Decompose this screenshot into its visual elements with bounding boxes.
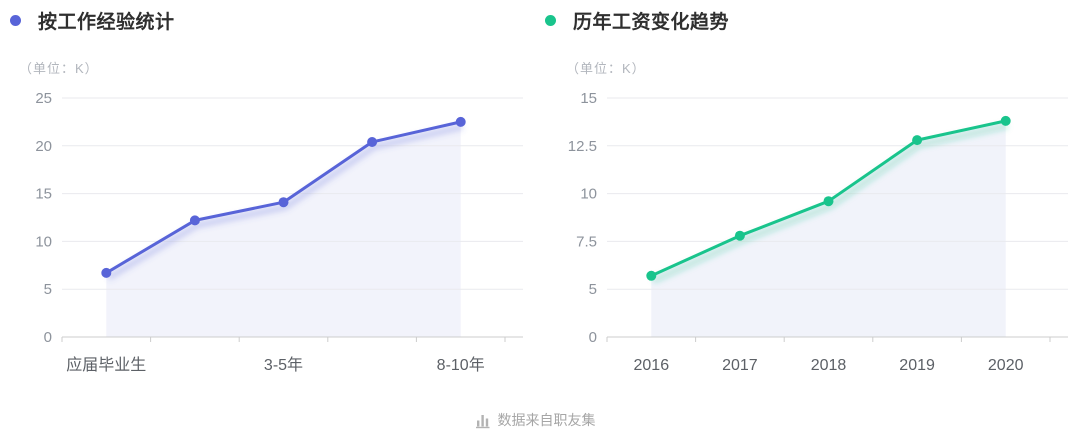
svg-text:3-5年: 3-5年 <box>264 356 303 374</box>
svg-text:0: 0 <box>44 329 52 346</box>
yearly-trend-chart-card: 历年工资变化趋势 （单位：K） 0 5 7.5 10 12.5 15 2016 2017 201… <box>535 0 1070 404</box>
svg-text:2019: 2019 <box>899 357 935 374</box>
svg-text:7.5: 7.5 <box>576 233 597 250</box>
svg-text:10: 10 <box>580 186 597 203</box>
svg-text:2020: 2020 <box>988 357 1024 374</box>
yearly-trend-line-chart[interactable]: 0 5 7.5 10 12.5 15 2016 2017 2018 2019 2020 <box>545 84 1070 384</box>
footer-source-text: 数据来自职友集 <box>497 412 596 428</box>
yearly-trend-chart-title: 历年工资变化趋势 <box>573 12 730 33</box>
legend-dot-icon <box>10 15 21 26</box>
svg-text:2016: 2016 <box>634 357 670 374</box>
svg-text:10: 10 <box>35 233 52 250</box>
legend-dot-icon <box>545 15 556 26</box>
svg-text:2017: 2017 <box>722 357 758 374</box>
svg-text:8-10年: 8-10年 <box>437 356 485 374</box>
svg-text:0: 0 <box>589 329 597 346</box>
experience-line-chart[interactable]: 0 5 10 15 20 25 应届毕业生 3-5年 8-10年 <box>0 84 530 384</box>
experience-chart-header: 按工作经验统计 <box>10 7 175 34</box>
data-source-footer: 数据来自职友集 <box>0 407 1070 433</box>
experience-unit-label: （单位：K） <box>19 61 99 76</box>
yearly-trend-chart-header: 历年工资变化趋势 <box>545 7 729 34</box>
bar-chart-icon <box>475 414 489 428</box>
svg-text:5: 5 <box>589 281 597 298</box>
experience-chart-title: 按工作经验统计 <box>38 12 175 33</box>
experience-chart-card: 按工作经验统计 （单位：K） 0 5 10 15 20 25 应届毕业生 3-5年 8-10年 <box>0 0 535 404</box>
svg-text:20: 20 <box>35 138 52 155</box>
svg-text:15: 15 <box>35 186 52 203</box>
svg-text:5: 5 <box>44 281 52 298</box>
svg-text:12.5: 12.5 <box>568 138 597 155</box>
svg-text:25: 25 <box>35 90 52 107</box>
svg-text:2018: 2018 <box>811 357 847 374</box>
svg-text:应届毕业生: 应届毕业生 <box>66 355 146 374</box>
svg-text:15: 15 <box>580 90 597 107</box>
yearly-trend-unit-label: （单位：K） <box>566 61 646 76</box>
